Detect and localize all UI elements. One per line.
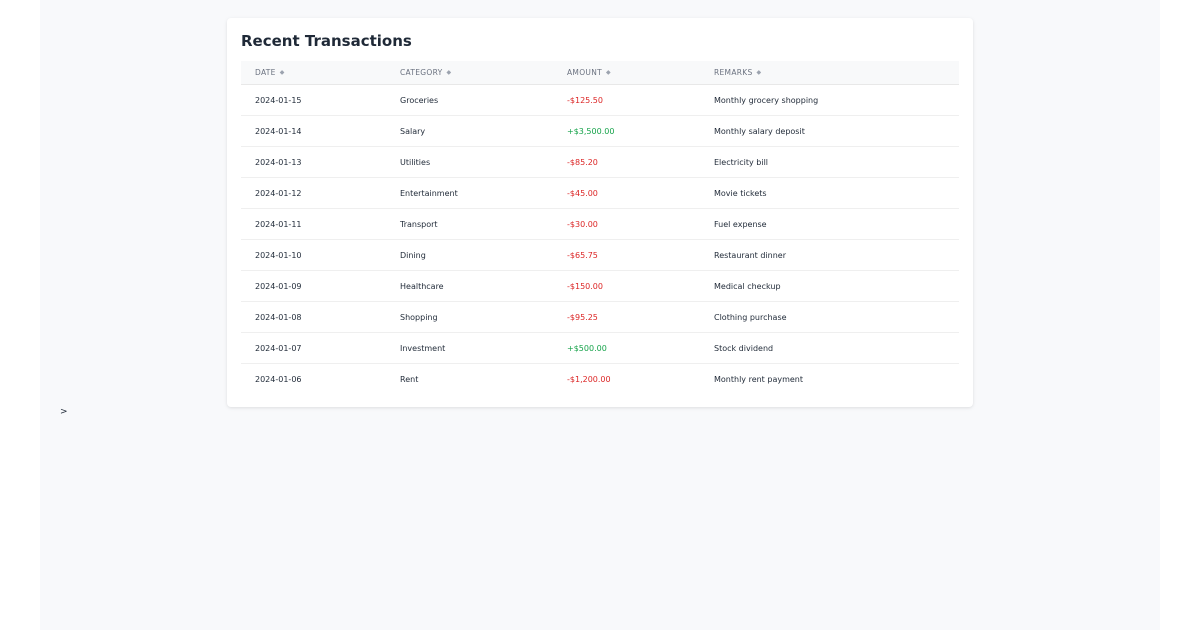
sort-icon[interactable]: ◆ [606,69,611,76]
amount-cell: -$95.25 [553,301,700,333]
amount-cell: +$3,500.00 [553,115,700,147]
remarks-cell: Stock dividend [700,332,959,364]
amount-cell: +$500.00 [553,332,700,364]
table-row[interactable]: 2024-01-13 Utilities -$85.20 Electricity bi… [241,146,959,178]
table-row[interactable]: 2024-01-15 Groceries -$125.50 Monthly groce… [241,84,959,116]
column-label: CATEGORY [400,68,443,77]
date-cell: 2024-01-06 [255,374,302,384]
amount-cell: -$65.75 [553,239,700,271]
category-cell: Investment [386,332,553,364]
category-cell: Rent [400,374,419,384]
table-body: 2024-01-15 Groceries -$125.50 Monthly groce… [241,84,959,395]
table-row[interactable]: 2024-01-12 Entertainment -$45.00 Movie tick… [241,177,959,209]
amount-cell: -$125.50 [553,84,700,116]
table-row[interactable]: 2024-01-10 Dining -$65.75 Restaurant dinner [241,239,959,271]
amount-cell: -$30.00 [553,208,700,240]
amount-cell: -$150.00 [553,270,700,302]
transactions-table: DATE ◆ CATEGORY ◆ AMOUNT ◆ REMARKS ◆ 2024-01… [241,61,959,394]
amount-cell: -$45.00 [553,177,700,209]
date-cell: 2024-01-10 [241,239,386,271]
remarks-cell: Medical checkup [700,270,959,302]
remarks-cell: Electricity bill [700,146,959,178]
date-cell: 2024-01-09 [241,270,386,302]
column-label: DATE [255,68,276,77]
column-header-remarks[interactable]: REMARKS ◆ [700,61,959,85]
table-row[interactable]: 2024-01-09 Healthcare -$150.00 Medical chec… [241,270,959,302]
date-cell: 2024-01-07 [241,332,386,364]
remarks-cell: Movie tickets [700,177,959,209]
remarks-cell: Monthly grocery shopping [700,84,959,116]
table-row[interactable]: 2024-01-14 Salary +$3,500.00 Monthly salary… [241,115,959,147]
amount-cell: -$1,200.00 [567,374,611,384]
date-cell: 2024-01-11 [241,208,386,240]
remarks-cell: Restaurant dinner [700,239,959,271]
column-header-date[interactable]: DATE ◆ [241,61,386,85]
category-cell: Shopping [386,301,553,333]
column-header-category[interactable]: CATEGORY ◆ [386,61,553,85]
date-cell: 2024-01-15 [241,84,386,116]
amount-cell: -$85.20 [553,146,700,178]
category-cell: Salary [386,115,553,147]
table-header-row: DATE ◆ CATEGORY ◆ AMOUNT ◆ REMARKS ◆ [241,61,959,85]
table-row[interactable]: 2024-01-06 Rent -$1,200.00 Monthly rent pay… [241,364,959,395]
sort-icon[interactable]: ◆ [446,69,452,76]
date-cell: 2024-01-13 [241,146,386,178]
sort-icon[interactable]: ◆ [279,69,285,76]
column-header-amount[interactable]: AMOUNT ◆ [553,61,700,85]
column-label: AMOUNT [567,68,602,77]
category-cell: Entertainment [386,177,553,209]
category-cell: Utilities [386,146,553,178]
remarks-cell: Monthly salary deposit [700,115,959,147]
page-container: Recent Transactions DATE ◆ CATEGORY ◆ AMOU… [40,0,1160,630]
category-cell: Transport [386,208,553,240]
remarks-cell: Monthly rent payment [714,374,803,384]
category-cell: Groceries [386,84,553,116]
sort-icon[interactable]: ◆ [756,69,762,76]
date-cell: 2024-01-08 [241,301,386,333]
table-row[interactable]: 2024-01-08 Shopping -$95.25 Clothing purcha… [241,301,959,333]
table-row[interactable]: 2024-01-07 Investment +$500.00 Stock divide… [241,332,959,364]
date-cell: 2024-01-12 [241,177,386,209]
category-cell: Dining [386,239,553,271]
card-title: Recent Transactions [241,32,412,50]
remarks-cell: Clothing purchase [700,301,959,333]
category-cell: Healthcare [386,270,553,302]
table-row[interactable]: 2024-01-11 Transport -$30.00 Fuel expense [241,208,959,240]
remarks-cell: Fuel expense [700,208,959,240]
date-cell: 2024-01-14 [241,115,386,147]
column-label: REMARKS [714,68,753,77]
transactions-card: Recent Transactions DATE ◆ CATEGORY ◆ AMOU… [227,18,973,407]
stray-text: > [60,407,68,417]
